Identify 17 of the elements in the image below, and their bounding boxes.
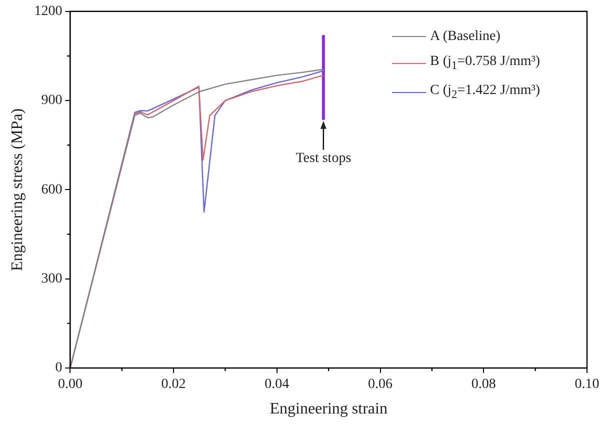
x-tick-label: 0.06 (368, 377, 393, 392)
y-tick-label: 900 (41, 93, 62, 108)
y-axis-title: Engineering stress (MPa) (8, 108, 26, 272)
y-tick-label: 600 (41, 182, 62, 198)
x-tick-label: 0.08 (471, 377, 496, 392)
x-tick-label: 0.04 (264, 377, 290, 392)
legend-label: B (j$_{1}$=0.758 J/mm³) (430, 53, 540, 74)
legend-label: A (Baseline) (430, 28, 500, 46)
x-axis-title: Engineering strain (270, 400, 388, 418)
x-tick-label: 0.02 (161, 377, 186, 392)
annotation: Test stops (296, 150, 352, 166)
x-tick-label: 0.10 (574, 377, 600, 392)
y-tick-label: 300 (41, 272, 62, 287)
x-tick-label: 0.00 (58, 377, 82, 392)
legend-label: C (j$_{2}$=1.422 J/mm³) (430, 82, 540, 103)
y-tick-label: 1200 (34, 4, 62, 20)
y-tick-label: 0 (55, 360, 62, 376)
